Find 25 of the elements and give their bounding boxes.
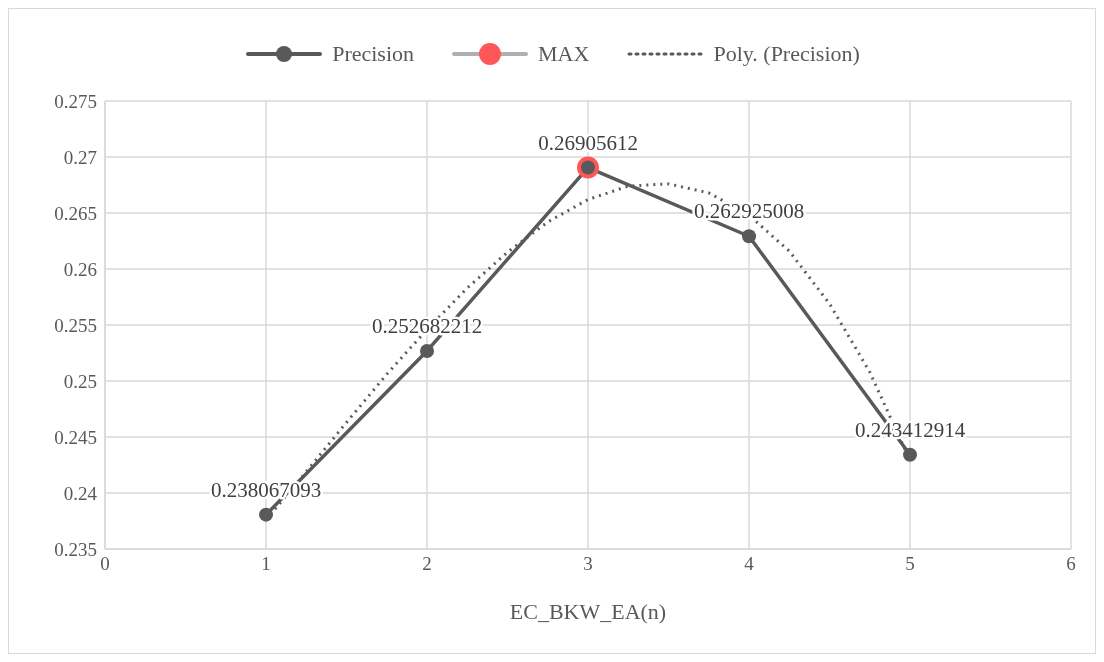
x-tick-label: 1 [261, 553, 271, 575]
point [903, 447, 917, 462]
x-tick-label: 4 [744, 553, 755, 575]
legend-label: MAX [538, 41, 590, 67]
point [420, 343, 434, 358]
x-tick-label: 0 [100, 553, 110, 575]
y-tick-label: 0.235 [54, 538, 97, 560]
x-tick-label: 2 [422, 553, 432, 575]
y-tick-label: 0.24 [63, 482, 98, 504]
x-tick-label: 3 [583, 553, 593, 575]
y-tick-label: 0.275 [54, 90, 97, 112]
legend-label: Poly. (Precision) [713, 41, 860, 67]
x-axis-title: EC_BKW_EA(n) [509, 599, 667, 624]
point [742, 229, 756, 244]
y-tick-label: 0.26 [63, 258, 97, 280]
data-label: 0.26905612 [538, 130, 638, 155]
y-tick-label: 0.245 [54, 426, 97, 448]
y-tick-label: 0.265 [54, 202, 97, 224]
y-tick-label: 0.255 [54, 314, 97, 336]
point [259, 507, 273, 522]
legend-label: Precision [332, 41, 415, 67]
x-tick-label: 5 [905, 553, 915, 575]
y-tick-label: 0.25 [63, 370, 97, 392]
x-tick-label: 6 [1066, 553, 1076, 575]
y-tick-label: 0.27 [63, 146, 97, 168]
